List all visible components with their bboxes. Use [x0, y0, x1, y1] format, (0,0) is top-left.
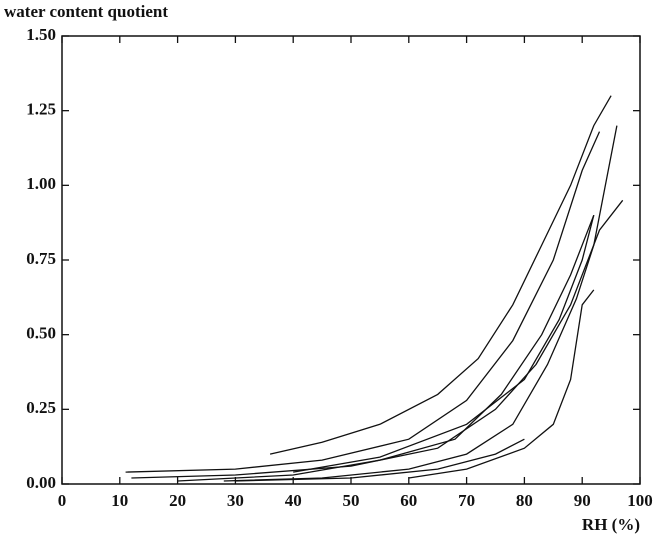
data-line	[293, 215, 595, 473]
y-tick-label: 0.50	[26, 324, 56, 343]
data-line	[125, 131, 601, 473]
y-tick-label: 1.25	[26, 100, 56, 119]
x-tick-label: 20	[169, 491, 186, 510]
x-tick-label: 40	[285, 491, 302, 510]
y-axis-title: water content quotient	[4, 2, 168, 21]
x-tick-label: 0	[58, 491, 67, 510]
x-tick-label: 30	[227, 491, 244, 510]
y-tick-label: 1.00	[26, 174, 56, 193]
x-tick-label: 50	[343, 491, 360, 510]
data-line	[408, 289, 595, 479]
y-tick-label: 0.25	[26, 398, 56, 417]
x-tick-label: 60	[400, 491, 417, 510]
x-tick-label: 70	[458, 491, 475, 510]
x-axis-title: RH (%)	[582, 515, 640, 534]
data-line	[131, 199, 624, 479]
y-tick-label: 0.00	[26, 473, 56, 492]
y-tick-label: 0.75	[26, 249, 56, 268]
x-tick-label: 100	[627, 491, 653, 510]
x-tick-label: 90	[574, 491, 591, 510]
x-tick-label: 10	[111, 491, 128, 510]
data-line	[177, 214, 595, 482]
y-tick-label: 1.50	[26, 25, 56, 44]
data-line	[223, 125, 618, 482]
data-line	[235, 438, 525, 482]
data-line	[269, 95, 612, 455]
x-tick-label: 80	[516, 491, 533, 510]
